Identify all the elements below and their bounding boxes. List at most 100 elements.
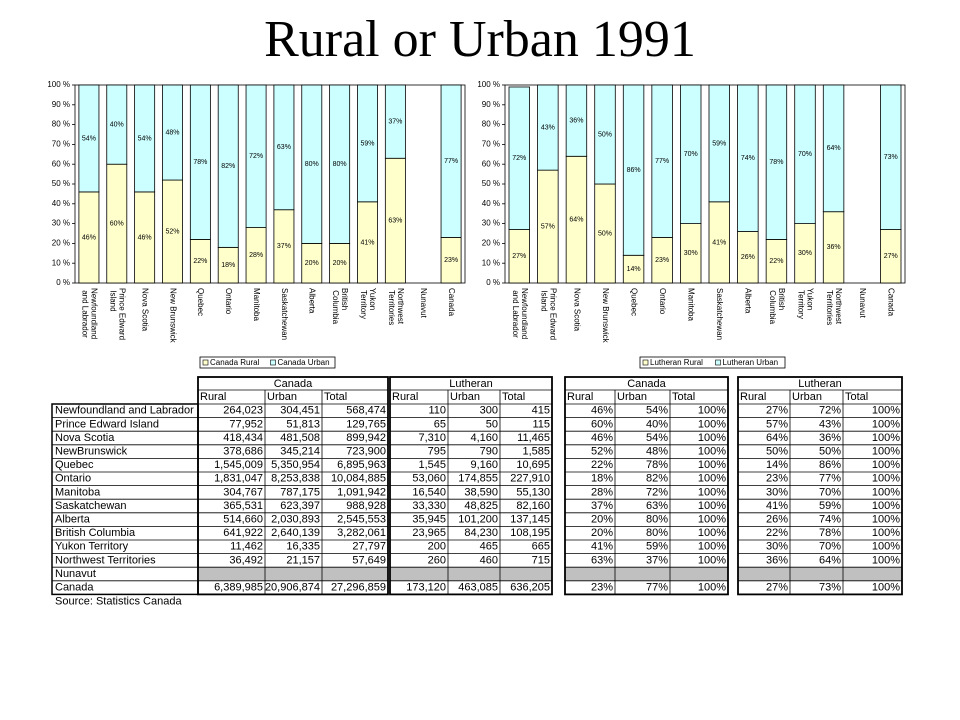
x-tick-label: Nunavut <box>419 288 428 319</box>
data-label: 54% <box>82 135 96 142</box>
data-label: 77% <box>655 158 669 165</box>
table-cell: 20,906,874 <box>265 582 320 594</box>
table-cell: 173,120 <box>406 582 446 594</box>
data-label: 48% <box>165 129 179 136</box>
table-cell: 300 <box>480 405 498 417</box>
table-cell: 100% <box>698 418 726 430</box>
column-header: Total <box>502 391 525 403</box>
plot-area <box>504 84 906 284</box>
table-cell: 636,205 <box>510 582 550 594</box>
table-cell: 115 <box>532 418 550 430</box>
table-cell: 100% <box>872 527 900 539</box>
bar-segment <box>162 84 183 181</box>
legend-label: Lutheran Urban <box>723 358 779 367</box>
data-label: 70% <box>798 151 812 158</box>
x-tick-label: British Columbia <box>768 288 786 325</box>
table-cell: 41% <box>766 500 788 512</box>
table-cell: 787,175 <box>280 486 320 498</box>
data-label: 63% <box>388 217 402 224</box>
table-cell: 63% <box>591 554 613 566</box>
table-cell: 77% <box>646 582 668 594</box>
table-cell: 18% <box>591 473 613 485</box>
bar-segment <box>329 84 351 244</box>
bar-segment <box>273 84 295 211</box>
table-group-header: Canada <box>274 378 313 390</box>
table-cell: 27,296,859 <box>331 582 386 594</box>
bar-segment <box>737 84 759 232</box>
table-cell: 23,965 <box>412 527 446 539</box>
empty-cell <box>738 567 790 581</box>
y-tick-label: 30 % <box>52 219 70 228</box>
y-tick-label: 10 % <box>482 258 500 267</box>
y-tick-label: 100 % <box>47 80 70 89</box>
table-cell: 100% <box>872 486 900 498</box>
table-cell: 1,585 <box>522 446 550 458</box>
slide-title: Rural or Urban 1991 <box>264 11 696 68</box>
data-label: 23% <box>444 257 458 264</box>
data-label: 36% <box>827 244 841 251</box>
row-label: Northwest Territories <box>55 554 156 566</box>
bar-segment <box>384 84 406 159</box>
table-cell: 1,545 <box>418 459 446 471</box>
table-cell: 28% <box>591 486 613 498</box>
table-cell: 200 <box>428 541 446 553</box>
legend-swatch <box>202 359 209 366</box>
y-tick-label: 80 % <box>482 120 500 129</box>
y-tick-label: 80 % <box>52 120 70 129</box>
data-label: 40% <box>110 121 124 128</box>
table-cell: 100% <box>872 405 900 417</box>
table-cell: 100% <box>872 446 900 458</box>
y-tick-label: 20 % <box>52 239 70 248</box>
source-note: Source: Statistics Canada <box>55 595 182 607</box>
legend-swatch <box>270 359 276 366</box>
data-label: 63% <box>277 144 291 151</box>
table-cell: 100% <box>872 514 900 526</box>
table-cell: 100% <box>698 541 726 553</box>
table-border <box>389 376 553 596</box>
column-header: Urban <box>792 391 822 403</box>
table-cell: 415 <box>532 405 550 417</box>
table-cell: 1,545,009 <box>214 459 263 471</box>
bar-segment <box>565 84 588 157</box>
empty-cell <box>265 567 322 581</box>
y-tick-label: 40 % <box>482 199 500 208</box>
y-tick-label: 40 % <box>52 199 70 208</box>
data-label: 37% <box>277 243 291 250</box>
bar-segment <box>622 84 645 256</box>
empty-cell <box>500 567 552 581</box>
table-cell: 100% <box>872 459 900 471</box>
table-cell: 365,531 <box>223 500 263 512</box>
table-cell: 264,023 <box>223 405 263 417</box>
x-tick-label: Manitoba <box>687 288 696 321</box>
bar-segment <box>217 84 239 248</box>
data-label: 20% <box>333 260 347 267</box>
data-label: 27% <box>512 253 526 260</box>
table-cell: 57,649 <box>352 554 386 566</box>
table-cell: 46% <box>591 432 613 444</box>
table-cell: 110 <box>428 405 446 417</box>
table-cell: 51,813 <box>286 418 320 430</box>
table-cell: 64% <box>819 554 841 566</box>
table-cell: 2,030,893 <box>271 514 320 526</box>
row-label: Prince Edward Island <box>55 418 159 430</box>
table-cell: 514,660 <box>223 514 263 526</box>
table-cell: 23% <box>591 582 613 594</box>
data-label: 41% <box>360 239 374 246</box>
table-cell: 9,160 <box>470 459 498 471</box>
table-cell: 27,797 <box>352 541 386 553</box>
data-label: 86% <box>627 167 641 174</box>
table-cell: 100% <box>698 527 726 539</box>
data-label: 73% <box>884 154 898 161</box>
x-tick-label: Canada <box>887 288 896 317</box>
x-tick-label: Newfoundland and Labrador <box>80 288 98 339</box>
table-cell: 3,282,061 <box>337 527 386 539</box>
table-cell: 60% <box>591 418 613 430</box>
empty-cell <box>448 567 500 581</box>
x-tick-label: Saskatchewan <box>280 288 289 340</box>
data-label: 72% <box>249 153 263 160</box>
data-label: 52% <box>165 228 179 235</box>
x-tick-label: Yukon Territory <box>796 288 814 319</box>
table-cell: 48% <box>646 446 668 458</box>
table-cell: 304,767 <box>223 486 263 498</box>
